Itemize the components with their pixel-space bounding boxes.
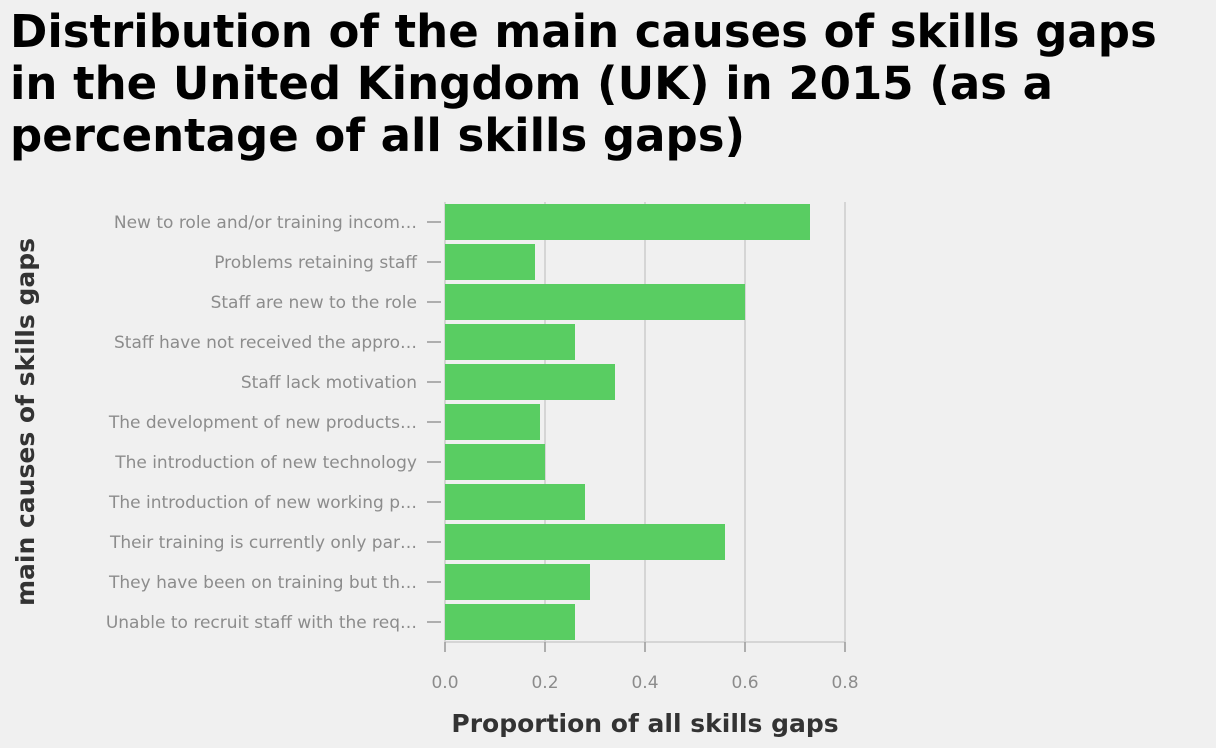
bar (445, 284, 745, 320)
y-tick-label: Their training is currently only par… (109, 533, 417, 553)
x-ticks: 0.0 0.2 0.4 0.6 0.8 (431, 642, 859, 693)
bar (445, 564, 590, 600)
bar (445, 524, 725, 560)
y-ticks: New to role and/or training incom… Proble… (106, 213, 441, 633)
bar (445, 244, 535, 280)
bars (445, 204, 810, 640)
chart-title: Distribution of the main causes of skill… (10, 5, 1157, 162)
bar (445, 204, 810, 240)
y-tick-label: Unable to recruit staff with the req… (106, 613, 417, 633)
y-tick-label: They have been on training but th… (108, 573, 417, 593)
bar (445, 604, 575, 640)
bar (445, 364, 615, 400)
x-tick-label: 0.4 (631, 673, 658, 693)
bar (445, 324, 575, 360)
y-tick-label: Staff have not received the appro… (114, 333, 417, 353)
y-axis-title: main causes of skills gaps (11, 238, 40, 606)
x-tick-label: 0.0 (431, 673, 458, 693)
y-tick-label: The development of new products… (108, 413, 417, 433)
x-tick-label: 0.6 (731, 673, 758, 693)
y-tick-label: The introduction of new technology (114, 453, 417, 473)
x-tick-label: 0.8 (831, 673, 858, 693)
y-tick-label: The introduction of new working p… (108, 493, 417, 513)
x-axis-title: Proportion of all skills gaps (451, 709, 838, 738)
y-tick-label: Staff lack motivation (241, 373, 417, 393)
y-tick-label: New to role and/or training incom… (114, 213, 417, 233)
y-tick-label: Problems retaining staff (214, 253, 418, 273)
bar (445, 444, 545, 480)
bar (445, 404, 540, 440)
bar (445, 484, 585, 520)
x-tick-label: 0.2 (531, 673, 558, 693)
y-tick-label: Staff are new to the role (211, 293, 417, 313)
